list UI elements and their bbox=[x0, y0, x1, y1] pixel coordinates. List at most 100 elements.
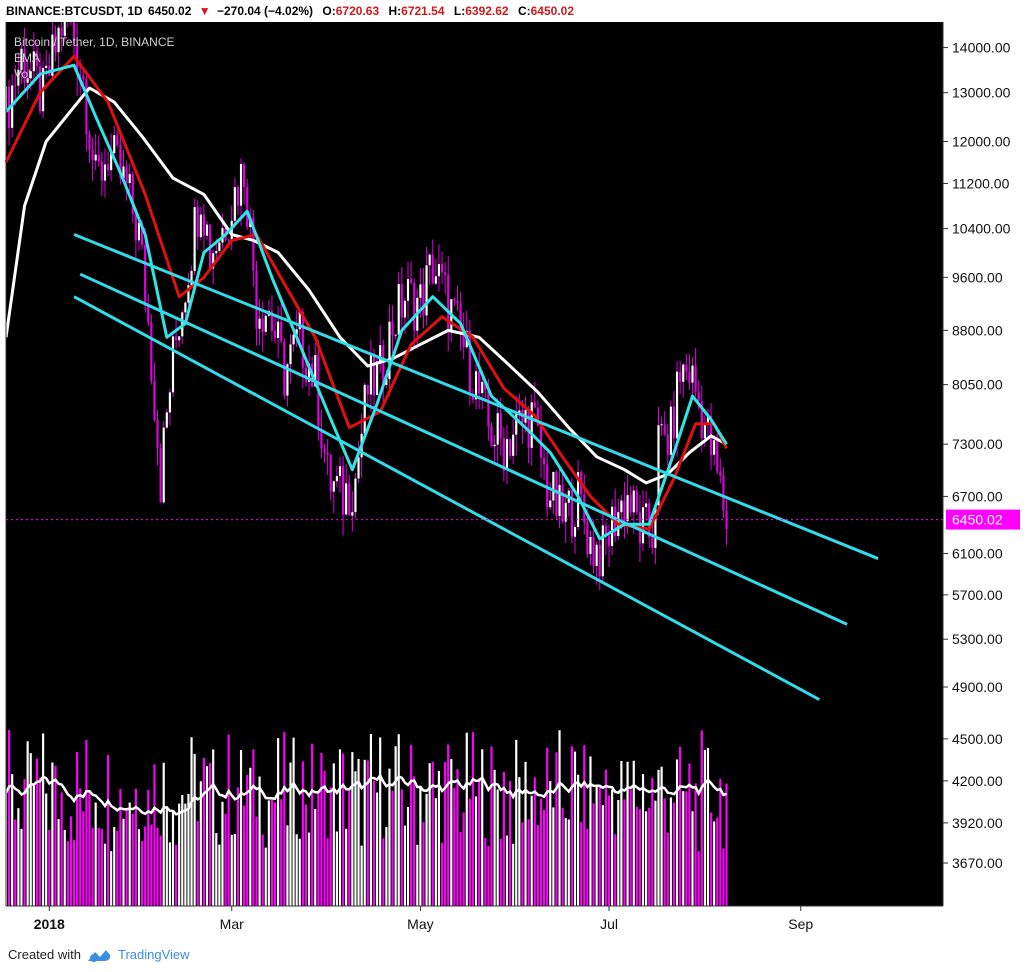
volume-bar bbox=[76, 752, 79, 906]
candle-body bbox=[60, 27, 63, 36]
volume-bar bbox=[277, 738, 280, 906]
candle-body bbox=[20, 48, 23, 70]
candle-body bbox=[663, 424, 666, 435]
last-price-badge-label: 6450.02 bbox=[952, 512, 1003, 528]
candle-body bbox=[298, 311, 301, 330]
volume-bar bbox=[546, 747, 549, 906]
candle-body bbox=[17, 69, 20, 86]
candle-body bbox=[388, 321, 391, 380]
volume-bar bbox=[85, 739, 88, 906]
volume-bar bbox=[682, 791, 685, 906]
volume-bar bbox=[660, 766, 663, 906]
last-price: 6450.02 bbox=[148, 4, 192, 18]
volume-bar bbox=[57, 819, 60, 906]
candle-body bbox=[675, 371, 679, 439]
candle-body bbox=[329, 455, 332, 492]
candles bbox=[4, 22, 728, 591]
volume-bar bbox=[212, 749, 215, 906]
candle-body bbox=[685, 364, 688, 372]
candle-body bbox=[295, 329, 298, 335]
price-tick-label: 7300.00 bbox=[952, 436, 1003, 452]
volume-bar bbox=[48, 829, 51, 906]
time-scale[interactable] bbox=[0, 906, 1034, 938]
time-tick-label: Jul bbox=[600, 916, 618, 932]
volume-bar bbox=[354, 771, 357, 906]
tradingview-link[interactable]: TradingView bbox=[118, 947, 190, 962]
candle-body bbox=[682, 364, 685, 382]
candle-body bbox=[82, 75, 85, 80]
candle-body bbox=[403, 300, 407, 318]
volume-bar bbox=[175, 844, 178, 906]
price-tick-label: 3670.00 bbox=[952, 855, 1003, 871]
candle-body bbox=[363, 384, 366, 434]
volume-bar bbox=[722, 848, 725, 906]
candle-body bbox=[505, 439, 509, 471]
candle-body bbox=[307, 363, 311, 383]
candle-body bbox=[604, 525, 608, 536]
volume-bar bbox=[317, 791, 320, 906]
candle-body bbox=[629, 495, 632, 513]
time-tick-label: Sep bbox=[788, 916, 813, 932]
candle-body bbox=[150, 322, 153, 381]
candle-body bbox=[140, 222, 144, 245]
price-chart[interactable]: Bitcoin / Tether, 1D, BINANCE EMA Vol 14… bbox=[0, 22, 1034, 938]
volume-bar bbox=[20, 828, 23, 906]
candle-body bbox=[369, 355, 372, 395]
candle-body bbox=[478, 371, 481, 394]
candle-body bbox=[178, 336, 181, 341]
volume-bar bbox=[116, 830, 119, 906]
volume-bar bbox=[304, 804, 308, 906]
volume-bar bbox=[178, 803, 181, 906]
volume-bar bbox=[666, 832, 669, 906]
volume-bar bbox=[196, 821, 199, 906]
volume-bar bbox=[400, 789, 403, 906]
volume-bar bbox=[663, 798, 666, 906]
volume-bar bbox=[391, 790, 394, 906]
volume-bar bbox=[679, 746, 682, 906]
candle-body bbox=[270, 310, 274, 331]
volume-bar bbox=[685, 791, 688, 906]
volume-bar bbox=[147, 790, 150, 906]
candle-body bbox=[335, 476, 338, 482]
candle-body bbox=[706, 415, 710, 424]
symbol-label[interactable]: BINANCE:BTCUSDT, 1D bbox=[6, 4, 143, 18]
volume-bar bbox=[249, 767, 252, 906]
candle-body bbox=[63, 22, 66, 36]
volume-bar bbox=[410, 745, 413, 906]
candle-body bbox=[94, 154, 97, 161]
price-tick-label: 9600.00 bbox=[952, 269, 1003, 285]
price-tick-label: 4200.00 bbox=[952, 773, 1003, 789]
volume-bar bbox=[648, 807, 651, 906]
candle-body bbox=[128, 174, 131, 184]
candle-body bbox=[722, 475, 725, 511]
price-scale[interactable] bbox=[943, 22, 1034, 906]
volume-bar bbox=[638, 809, 642, 906]
candle-body bbox=[320, 430, 323, 449]
candle-body bbox=[620, 500, 623, 513]
candle-body bbox=[425, 265, 428, 316]
volume-bar bbox=[91, 828, 94, 906]
volume-bar bbox=[502, 771, 505, 906]
volume-bar bbox=[60, 792, 63, 906]
candle-body bbox=[679, 371, 682, 382]
candle-body bbox=[32, 51, 35, 72]
tradingview-logo-icon bbox=[88, 950, 111, 962]
volume-bar bbox=[595, 784, 598, 906]
volume-bar bbox=[524, 761, 527, 906]
volume-bar bbox=[487, 846, 490, 906]
volume-bar bbox=[372, 780, 376, 906]
volume-bar bbox=[651, 777, 654, 906]
candle-body bbox=[280, 321, 283, 342]
volume-bar bbox=[437, 770, 441, 906]
candle-body bbox=[447, 274, 450, 331]
volume-bar bbox=[205, 766, 209, 906]
volume-bar bbox=[190, 737, 193, 906]
candle-body bbox=[277, 321, 280, 338]
volume-bar bbox=[128, 802, 131, 906]
open-value: 6720.63 bbox=[335, 4, 380, 18]
candle-body bbox=[79, 74, 82, 76]
candle-body bbox=[654, 505, 657, 548]
trendlines[interactable] bbox=[73, 233, 879, 701]
candle-body bbox=[97, 154, 100, 162]
volume-bar bbox=[428, 763, 431, 906]
